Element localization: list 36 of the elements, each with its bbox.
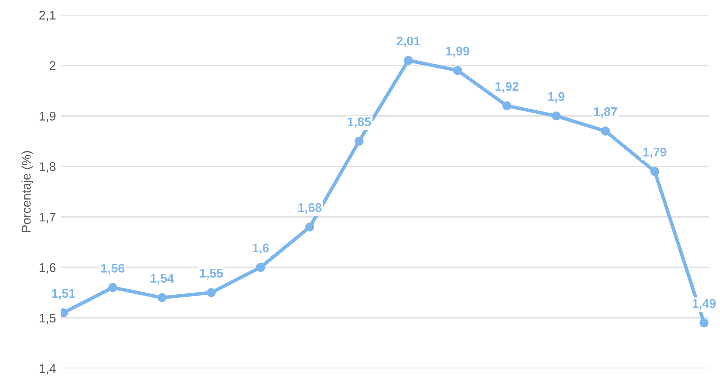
data-label: 1,87 [594, 107, 618, 118]
data-label: 1,79 [644, 148, 667, 159]
point [206, 288, 216, 298]
data-label: 1,6 [252, 244, 270, 254]
y-tick-label: 1,8 [40, 162, 56, 173]
data-label: 1,9 [548, 92, 565, 104]
point [650, 167, 660, 176]
data-label: 1,55 [200, 269, 224, 280]
y-axis-title: Porcentaje (%) [22, 151, 34, 232]
y-tick-label: 2,1 [40, 11, 56, 22]
data-label: 1,85 [348, 118, 372, 128]
point [256, 263, 266, 272]
data-label: 1,68 [298, 203, 322, 214]
point [306, 222, 315, 232]
point [354, 136, 364, 146]
y-tick-label: 1,6 [40, 263, 56, 274]
data-label: 1,49 [692, 299, 716, 310]
point [404, 56, 414, 66]
point [158, 293, 167, 302]
y-tick-label: 1,4 [40, 364, 56, 375]
data-label: 1,54 [150, 274, 174, 285]
y-tick-label: 1,5 [40, 314, 56, 324]
y-tick-label: 1,9 [40, 112, 56, 122]
point [108, 283, 118, 292]
point [453, 66, 462, 76]
point [601, 126, 610, 136]
point [700, 318, 709, 328]
point [502, 102, 512, 111]
y-tick-label: 1,7 [40, 213, 56, 224]
data-label: 1,56 [102, 264, 125, 275]
point [552, 112, 561, 121]
data-label: 2,01 [396, 36, 420, 48]
data-label: 1,99 [446, 46, 470, 58]
data-label: 1,92 [496, 82, 519, 93]
y-tick-label: 2 [50, 61, 56, 70]
data-label: 1,51 [52, 289, 76, 300]
